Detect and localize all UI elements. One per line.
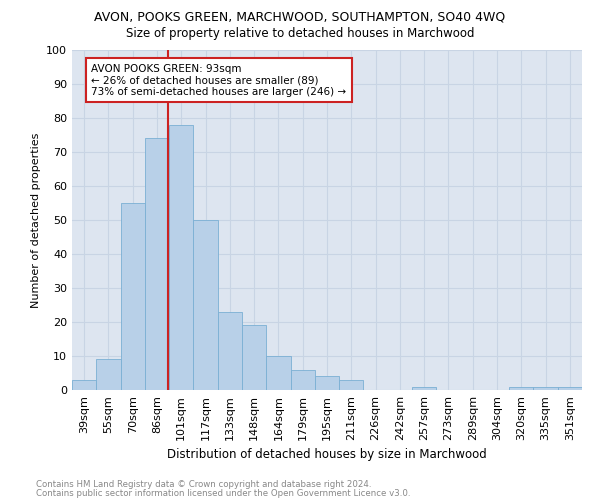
Bar [315,376,339,390]
Bar [558,386,582,390]
Bar [72,380,96,390]
Text: Size of property relative to detached houses in Marchwood: Size of property relative to detached ho… [126,28,474,40]
Bar [121,203,145,390]
Bar [218,312,242,390]
Text: Contains HM Land Registry data © Crown copyright and database right 2024.: Contains HM Land Registry data © Crown c… [36,480,371,489]
Bar [339,380,364,390]
Text: AVON POOKS GREEN: 93sqm
← 26% of detached houses are smaller (89)
73% of semi-de: AVON POOKS GREEN: 93sqm ← 26% of detache… [91,64,347,97]
Bar [533,386,558,390]
Bar [266,356,290,390]
Bar [193,220,218,390]
Bar [145,138,169,390]
Text: Contains public sector information licensed under the Open Government Licence v3: Contains public sector information licen… [36,488,410,498]
Bar [169,125,193,390]
Y-axis label: Number of detached properties: Number of detached properties [31,132,41,308]
Bar [242,326,266,390]
Bar [96,360,121,390]
Bar [509,386,533,390]
Text: AVON, POOKS GREEN, MARCHWOOD, SOUTHAMPTON, SO40 4WQ: AVON, POOKS GREEN, MARCHWOOD, SOUTHAMPTO… [94,10,506,23]
Bar [412,386,436,390]
X-axis label: Distribution of detached houses by size in Marchwood: Distribution of detached houses by size … [167,448,487,462]
Bar [290,370,315,390]
